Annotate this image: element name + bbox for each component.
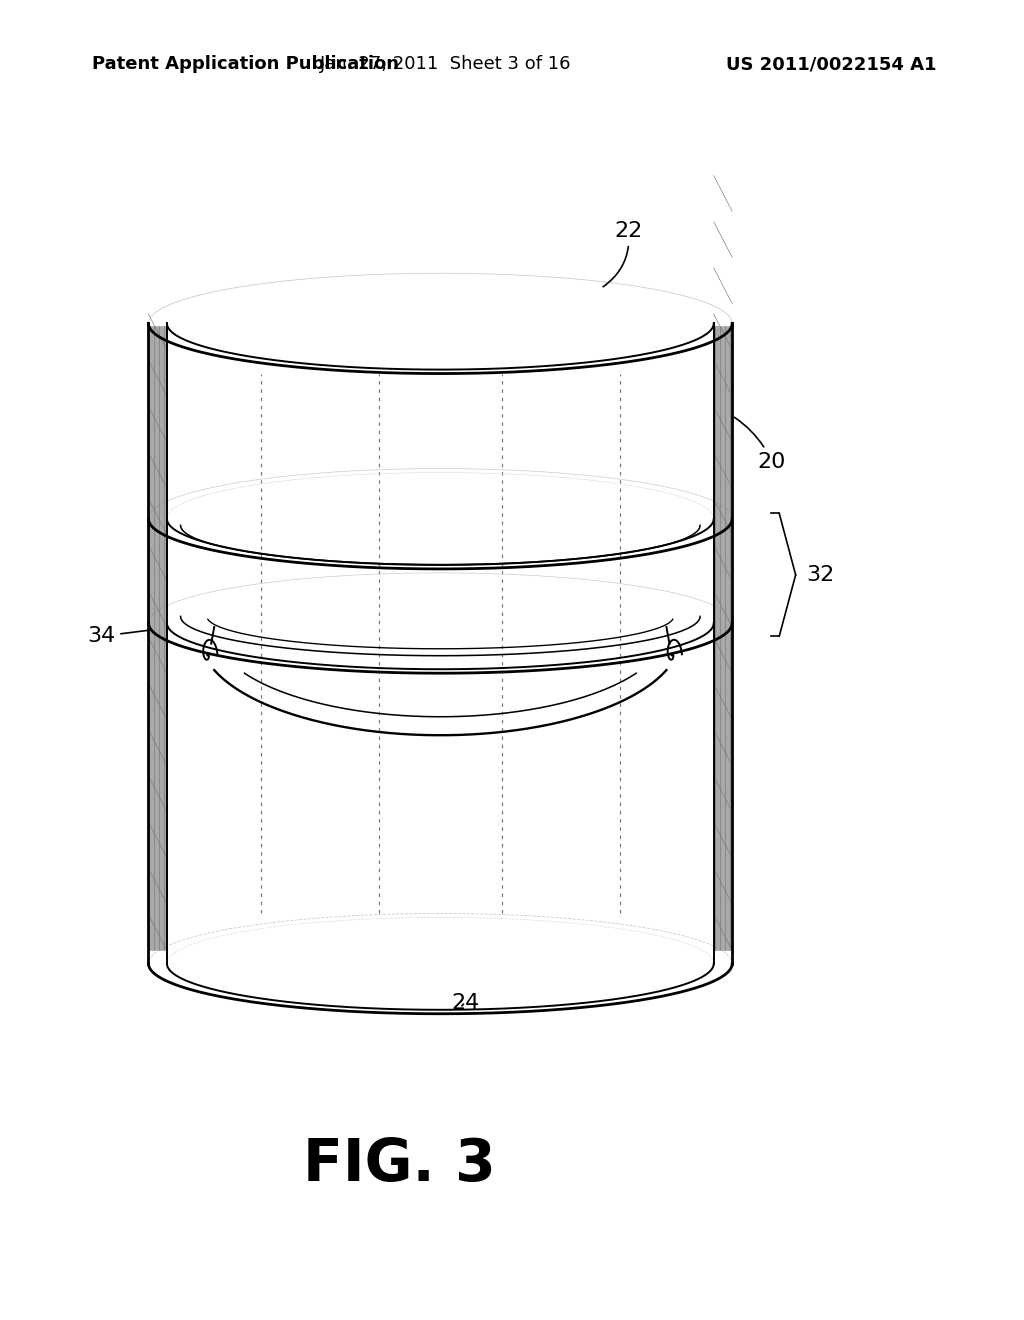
Text: Jan. 27, 2011  Sheet 3 of 16: Jan. 27, 2011 Sheet 3 of 16 (319, 55, 571, 74)
Text: 20: 20 (734, 417, 786, 473)
Text: FIG. 3: FIG. 3 (303, 1135, 496, 1193)
Text: 32: 32 (806, 565, 835, 585)
Text: 22: 22 (603, 220, 643, 286)
Text: Patent Application Publication: Patent Application Publication (92, 55, 399, 74)
Text: 34: 34 (87, 626, 151, 647)
Text: 24: 24 (452, 993, 480, 1012)
Text: US 2011/0022154 A1: US 2011/0022154 A1 (726, 55, 937, 74)
